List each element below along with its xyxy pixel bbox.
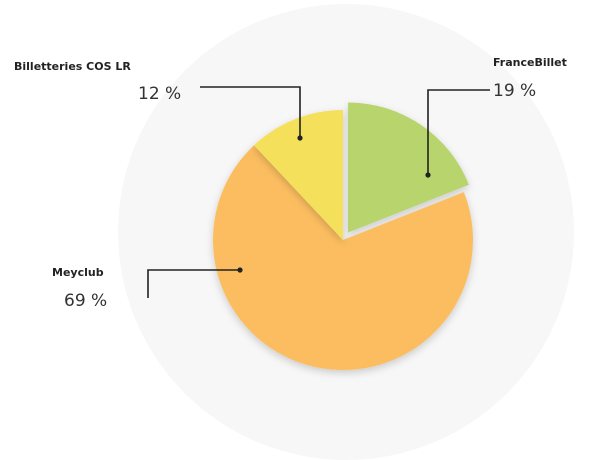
pie [213,102,474,371]
leader-line [147,269,240,298]
slice-value: 19 % [493,81,536,101]
slice-value: 69 % [64,291,107,311]
leader-line [200,86,301,138]
slice-name: FranceBillet [493,56,567,69]
pie-slice [348,102,469,233]
background-disc [118,4,574,460]
slice-name: Meyclub [52,266,104,279]
labels: FranceBillet 19 % Meyclub 69 % Billetteries … [14,56,567,311]
leader-dot [297,135,303,141]
slice-name: Billetteries COS LR [14,60,131,73]
leader-dot [425,172,431,178]
leader-line [427,89,490,175]
pie-slice [213,145,474,371]
pie-slice [254,110,343,240]
slice-value: 12 % [138,84,181,104]
leader-dot [237,267,243,273]
